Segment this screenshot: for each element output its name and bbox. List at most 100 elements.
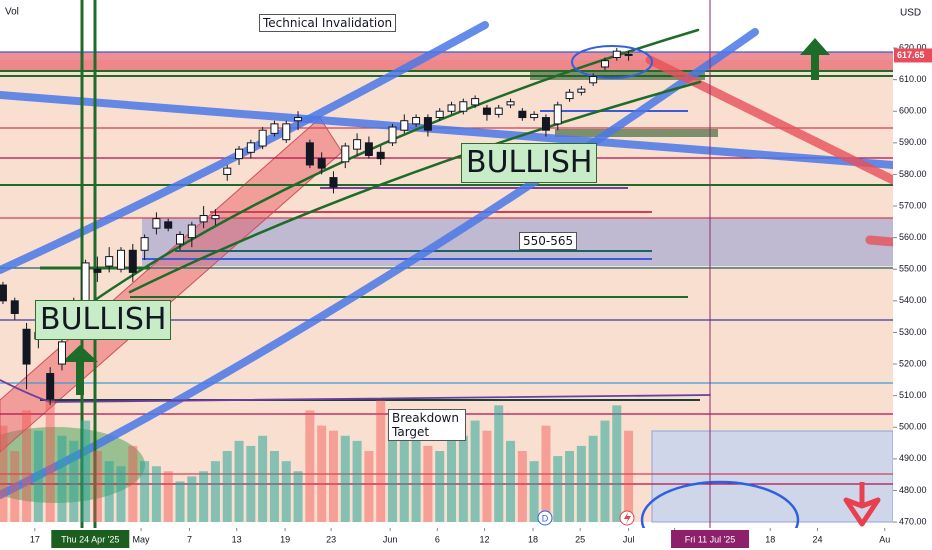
event-marker-bg: [537, 510, 553, 526]
x-tick-label: 18: [528, 534, 538, 544]
currency-label: USD: [900, 8, 921, 19]
y-tick-label: 590.00: [899, 137, 927, 147]
volume-bar: [281, 461, 291, 522]
candle-body: [482, 107, 491, 115]
candle-body: [105, 256, 114, 267]
volume-bar: [163, 471, 173, 522]
volume-bar: [328, 430, 338, 522]
candle-body: [541, 117, 550, 131]
x-tick-label: 13: [232, 534, 242, 544]
candle-body: [341, 145, 350, 163]
volume-bar: [305, 410, 315, 522]
candle-body: [128, 249, 137, 273]
candle-body: [423, 117, 432, 131]
price-axis-bg: [893, 0, 932, 550]
volume-bar: [293, 471, 303, 522]
y-tick-label: 500.00: [899, 422, 927, 432]
x-tick-label: Jun: [383, 534, 398, 544]
volume-bar: [612, 405, 622, 522]
volume-bar: [175, 481, 185, 522]
candle-body: [10, 300, 19, 314]
volume-bar: [387, 420, 397, 522]
x-tick-label: Au: [879, 534, 890, 544]
x-tick-label: 17: [30, 534, 40, 544]
candle-body: [329, 177, 338, 188]
volume-bar: [199, 471, 209, 522]
x-tick-label: 18: [765, 534, 775, 544]
arrows: [62, 38, 881, 527]
annotation: Technical Invalidation: [259, 14, 397, 32]
volume-bar: [553, 456, 563, 522]
y-tick-label: 570.00: [899, 200, 927, 210]
candle-body: [282, 123, 291, 141]
volume-bar: [222, 451, 232, 522]
volume-bar: [104, 461, 114, 522]
annotation: BULLISH: [461, 143, 598, 183]
y-tick-label: 560.00: [899, 232, 927, 242]
candle-body: [577, 88, 586, 93]
resistance-band: [0, 52, 893, 72]
volume-bar: [0, 425, 8, 522]
candle-body: [388, 126, 397, 144]
volume-bar: [81, 420, 91, 522]
y-tick-label: 510.00: [899, 390, 927, 400]
volume-bar: [588, 435, 598, 522]
candle-body: [235, 148, 244, 160]
x-tick-label: 24: [812, 534, 822, 544]
event-icon-bolt: [624, 512, 631, 524]
candle-body: [612, 50, 621, 59]
y-tick-label: 530.00: [899, 327, 927, 337]
y-tick-label: 620.00: [899, 42, 927, 52]
x-tick-label: 23: [326, 534, 336, 544]
volume-bar: [411, 440, 421, 522]
trend-drawings: [0, 0, 898, 550]
last-price-bg: [894, 48, 932, 63]
y-tick-label: 480.00: [899, 485, 927, 495]
volume-bar: [435, 451, 445, 522]
volume-bar: [470, 420, 480, 522]
candle-body: [223, 167, 232, 175]
volume-bar: [10, 451, 20, 522]
volume-bar: [116, 466, 126, 522]
volume-bar: [565, 451, 575, 522]
candle-body: [305, 142, 314, 166]
volume-bar: [624, 430, 634, 522]
volume-bar: [33, 430, 43, 522]
candle-body: [152, 218, 161, 229]
volume-bar: [69, 440, 79, 522]
candle-body: [270, 123, 279, 134]
x-tick-label: 7: [187, 534, 192, 544]
candle-body: [211, 215, 220, 220]
volume-bar: [541, 425, 551, 522]
candle-body: [412, 117, 421, 125]
y-tick-label: 470.00: [899, 516, 927, 526]
volume-bar: [45, 400, 55, 522]
candle-body: [494, 107, 503, 115]
volume-bar: [494, 405, 504, 522]
x-tick-label: Fri 11 Jul '25: [685, 534, 736, 544]
candle-body: [57, 341, 66, 365]
candle-body: [471, 98, 480, 106]
volume-bar: [364, 451, 374, 522]
candle-body: [624, 53, 633, 56]
candle-body: [0, 284, 7, 302]
candle-body: [530, 113, 539, 119]
candle-body: [164, 221, 173, 229]
candle-body: [22, 328, 31, 365]
candle-body: [93, 268, 102, 273]
y-tick-label: 490.00: [899, 453, 927, 463]
candle-body: [176, 233, 185, 245]
volume-bar: [22, 410, 32, 522]
volume-bar: [151, 466, 161, 522]
candle-body: [435, 110, 444, 119]
volume-bar: [458, 435, 468, 522]
candle-body: [258, 129, 267, 147]
x-tick-label: Jul: [623, 534, 635, 544]
y-tick-label: 550.00: [899, 264, 927, 274]
y-tick-label: 520.00: [899, 358, 927, 368]
candle-body: [246, 142, 255, 153]
volume-bar: [423, 445, 433, 522]
candle-body: [506, 101, 515, 106]
candle-body: [199, 215, 208, 223]
